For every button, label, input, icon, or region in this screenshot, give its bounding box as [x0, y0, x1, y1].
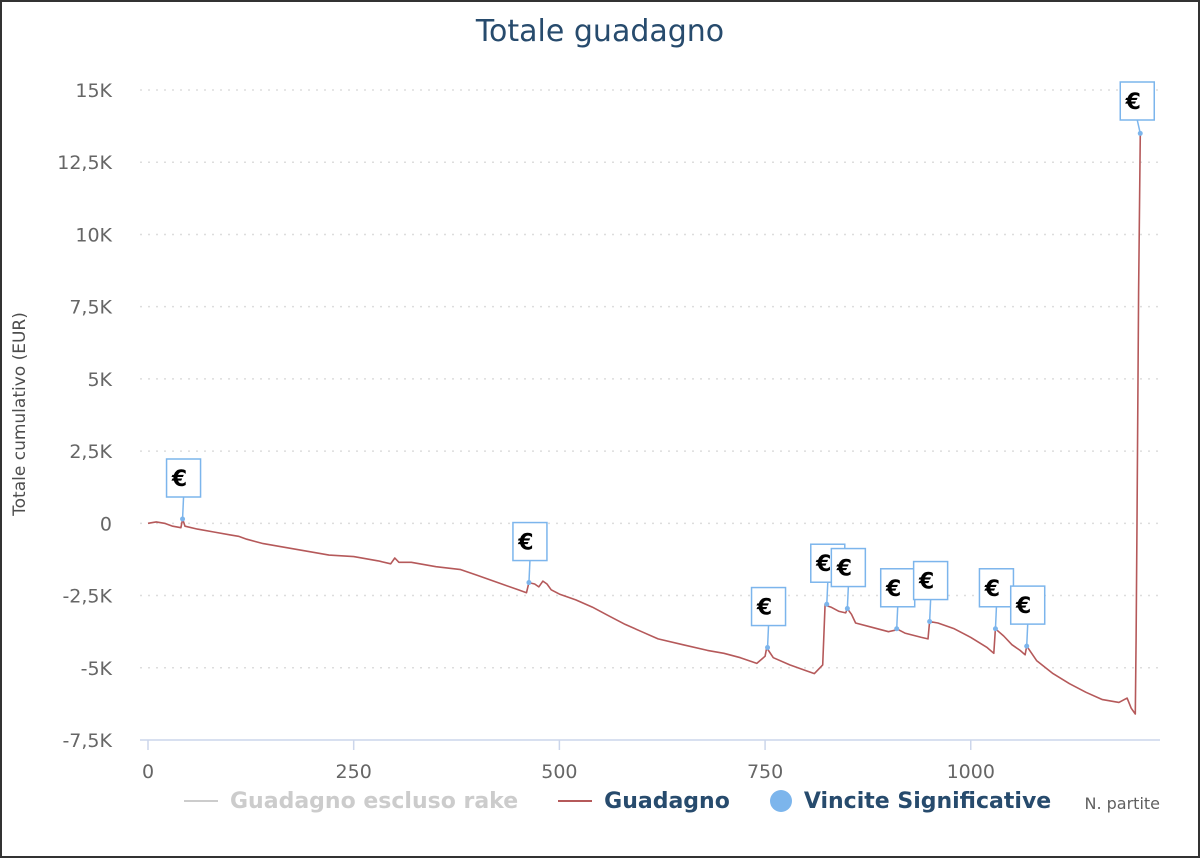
flag-connector	[826, 582, 829, 605]
flag-anchor-point	[1024, 643, 1030, 649]
flag-box	[1009, 585, 1046, 625]
flag-marker[interactable]: €	[1119, 81, 1156, 136]
flag-box	[512, 521, 548, 562]
flag-anchor-point	[844, 606, 850, 612]
flag-anchor-point	[992, 626, 998, 632]
flag-symbol: €	[815, 552, 831, 577]
legend-label: Vincite Significative	[803, 788, 1052, 814]
flag-anchor-point	[180, 516, 186, 522]
flag-box	[912, 560, 949, 601]
flag-symbol: €	[1125, 90, 1141, 115]
flag-box	[978, 568, 1015, 608]
flag-connector	[528, 560, 531, 583]
flag-anchor-point	[824, 601, 830, 607]
y-tick-label: 12,5K	[57, 152, 112, 174]
flag-connector	[895, 606, 899, 629]
legend-label: Guadagno escluso rake	[230, 788, 519, 814]
x-axis-title: N. partite	[1084, 794, 1160, 813]
flag-symbol: €	[836, 557, 852, 582]
y-tick-label: -7,5K	[62, 730, 112, 752]
x-axis-ticks: 0 250 500 750 1000	[140, 739, 1160, 783]
flag-connector	[1025, 624, 1029, 647]
flag-box	[830, 547, 867, 588]
y-tick-label: 2,5K	[69, 441, 112, 463]
flag-symbol: €	[885, 577, 901, 602]
series-line-guadagno[interactable]	[147, 133, 1142, 715]
flag-symbol: €	[918, 570, 934, 595]
flag-marker[interactable]: €	[750, 586, 787, 651]
flag-anchor-point	[927, 619, 933, 625]
flag-anchor-point	[1137, 130, 1143, 136]
x-tick-label: 0	[142, 761, 154, 783]
flag-symbol: €	[171, 467, 187, 492]
legend-line-icon	[184, 800, 218, 802]
series-layer	[147, 133, 1142, 715]
legend-item[interactable]: Guadagno	[558, 789, 730, 814]
flag-marker[interactable]: €	[978, 568, 1015, 632]
legend-item[interactable]: Vincite Significative	[769, 788, 1052, 814]
flag-box	[165, 458, 202, 498]
flag-anchor-point	[765, 645, 771, 651]
y-tick-label: -5K	[81, 658, 113, 680]
flag-connector	[928, 599, 932, 622]
flag-marker[interactable]: €	[165, 458, 202, 522]
flag-marker[interactable]: €	[879, 568, 916, 632]
y-tick-label: -2,5K	[62, 586, 112, 608]
flag-marker[interactable]: €	[830, 547, 867, 612]
y-tick-label: 7,5K	[69, 297, 112, 319]
flag-connector	[994, 606, 998, 629]
flag-marker[interactable]: €	[912, 560, 949, 625]
flag-anchor-point	[526, 580, 532, 586]
x-tick-label: 750	[747, 761, 783, 783]
y-tick-label: 5K	[87, 369, 112, 391]
y-tick-label: 10K	[75, 224, 112, 246]
flag-marker[interactable]: €	[1009, 585, 1046, 649]
flag-connector	[181, 496, 185, 520]
legend-line-icon	[558, 800, 593, 802]
flag-box	[879, 568, 916, 608]
flag-symbol: €	[517, 531, 533, 556]
flag-connector	[846, 586, 850, 609]
x-tick-label: 1000	[947, 761, 995, 783]
flag-symbol: €	[756, 596, 772, 621]
flag-box	[750, 586, 787, 627]
legend-item[interactable]: Guadagno escluso rake	[184, 789, 518, 814]
y-axis-ticks: 15K 12,5K 10K 7,5K 5K 2,5K 0 -2,5K -5K -7,5K	[57, 80, 112, 752]
y-tick-label: 0	[100, 513, 112, 535]
grid-layer	[140, 89, 1160, 669]
flag-box	[1119, 81, 1156, 121]
chart-title: Totale guadagno	[475, 14, 725, 49]
y-tick-label: 15K	[75, 80, 112, 102]
legend: Guadagno escluso rake Guadagno Vincite Sig…	[184, 784, 1051, 818]
flag-connector	[766, 625, 770, 648]
x-tick-label: 250	[336, 761, 372, 783]
flag-symbol: €	[1015, 594, 1031, 619]
legend-label: Guadagno	[604, 788, 730, 814]
flag-anchor-point	[894, 626, 900, 632]
x-tick-label: 500	[541, 761, 577, 783]
flag-layer: €€€€ €€ € €€€	[165, 81, 1156, 651]
legend-dot-icon	[769, 790, 792, 812]
flag-marker[interactable]: €	[512, 521, 548, 586]
flag-symbol: €	[984, 577, 1000, 602]
